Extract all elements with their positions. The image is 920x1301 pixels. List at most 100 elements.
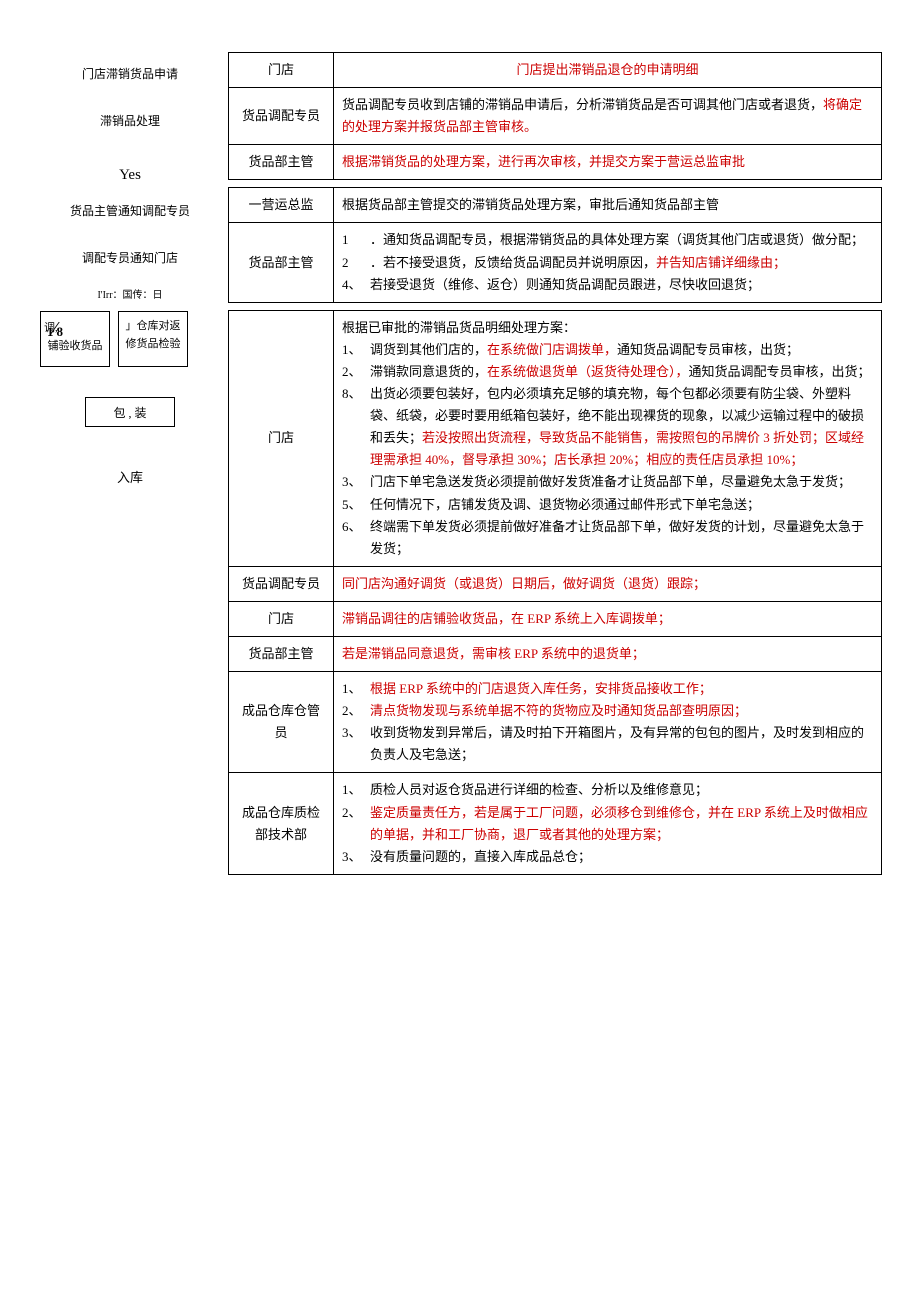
desc-cell: 同门店沟通好调货（或退货）日期后，做好调货（退货）跟踪； bbox=[334, 566, 882, 601]
text-segment: 若是滞销品同意退货，需审核 ERP 系统中的退货单； bbox=[342, 646, 645, 661]
list-number: 1 bbox=[342, 229, 370, 251]
list-number: 1、 bbox=[342, 779, 370, 801]
table-row: 一营运总监根据货品部主管提交的滞销货品处理方案，审批后通知货品部主管 bbox=[229, 188, 882, 223]
text-segment: 同门店沟通好调货（或退货）日期后，做好调货（退货）跟踪； bbox=[342, 576, 706, 591]
flow-small-text: I'Irr：国传：日 bbox=[40, 286, 220, 301]
role-cell: 货品调配专员 bbox=[229, 88, 334, 145]
list-number: 3、 bbox=[342, 471, 370, 493]
numbered-list: 1．通知货品调配专员，根据滞销货品的具体处理方案（调货其他门店或退货）做分配；2… bbox=[342, 229, 873, 295]
list-item: 3、没有质量问题的，直接入库成品总仓； bbox=[342, 846, 873, 868]
table-row: 货品部主管根据滞销货品的处理方案，进行再次审核，并提交方案于营运总监审批 bbox=[229, 145, 882, 180]
role-cell: 门店 bbox=[229, 601, 334, 636]
text-segment: 若没按照出货流程，导致货品不能销售，需按照包的吊牌价 3 折处罚；区域经理需承担… bbox=[370, 430, 864, 467]
list-item: 2、鉴定质量责任方，若是属于工厂问题，必须移仓到维修仓，并在 ERP 系统上及时… bbox=[342, 802, 873, 846]
table-gap-row bbox=[229, 302, 882, 310]
flow-step-2: 滞销品处理 bbox=[40, 112, 220, 129]
flow-step-4: 调配专员通知门店 bbox=[40, 249, 220, 266]
table-row: 门店滞销品调往的店铺验收货品，在 ERP 系统上入库调拨单； bbox=[229, 601, 882, 636]
list-text: 滞销款同意退货的，在系统做退货单（返货待处理仓），通知货品调配专员审核，出货； bbox=[370, 361, 873, 383]
text-segment: 质检人员对返仓货品进行详细的检查、分析以及维修意见； bbox=[370, 782, 708, 797]
list-text: 门店下单宅急送发货必须提前做好发货准备才让货品部下单，尽量避免太急于发货； bbox=[370, 471, 873, 493]
desc-cell: 门店提出滞销品退仓的申请明细 bbox=[334, 53, 882, 88]
list-item: 2、滞销款同意退货的，在系统做退货单（返货待处理仓），通知货品调配专员审核，出货… bbox=[342, 361, 873, 383]
flow-box-1: 1⁄8 调, 铺验收货品 bbox=[40, 311, 110, 367]
list-number: 8、 bbox=[342, 383, 370, 471]
list-number: 2、 bbox=[342, 802, 370, 846]
text-segment: 收到货物发到异常后，请及时拍下开箱图片，及有异常的包包的图片，及时发到相应的负责… bbox=[370, 725, 864, 762]
box2-line1: 」仓库对返 bbox=[122, 318, 184, 336]
text-segment: 根据 ERP 系统中的门店退货入库任务，安排货品接收工作； bbox=[370, 681, 712, 696]
list-number: 2、 bbox=[342, 361, 370, 383]
text-segment: 若接受退货（维修、返仓）则通知货品调配员跟进，尽快收回退货； bbox=[370, 277, 760, 292]
list-text: ．通知货品调配专员，根据滞销货品的具体处理方案（调货其他门店或退货）做分配； bbox=[370, 229, 873, 251]
list-item: 1、调货到其他们店的，在系统做门店调拨单，通知货品调配专员审核，出货； bbox=[342, 339, 873, 361]
role-cell: 货品调配专员 bbox=[229, 566, 334, 601]
text-segment: ．若不接受退货，反馈给货品调配员并说明原因， bbox=[370, 255, 656, 270]
desc-cell: 1、质检人员对返仓货品进行详细的检查、分析以及维修意见；2、鉴定质量责任方，若是… bbox=[334, 773, 882, 874]
flow-step-1: 门店滞销货品申请 bbox=[40, 65, 220, 82]
list-number: 2 bbox=[342, 252, 370, 274]
text-segment: 任何情况下，店铺发货及调、退货物必须通过邮件形式下单宅急送； bbox=[370, 497, 760, 512]
list-text: ．若不接受退货，反馈给货品调配员并说明原因，并告知店铺详细缘由； bbox=[370, 252, 873, 274]
list-item: 5、任何情况下，店铺发货及调、退货物必须通过邮件形式下单宅急送； bbox=[342, 494, 873, 516]
list-item: 1．通知货品调配专员，根据滞销货品的具体处理方案（调货其他门店或退货）做分配； bbox=[342, 229, 873, 251]
text-segment: 滞销款同意退货的， bbox=[370, 364, 487, 379]
desc-cell: 滞销品调往的店铺验收货品，在 ERP 系统上入库调拨单； bbox=[334, 601, 882, 636]
desc-cell: 1．通知货品调配专员，根据滞销货品的具体处理方案（调货其他门店或退货）做分配；2… bbox=[334, 223, 882, 302]
flow-last-step: 入库 bbox=[40, 467, 220, 486]
list-item: 3、收到货物发到异常后，请及时拍下开箱图片，及有异常的包包的图片，及时发到相应的… bbox=[342, 722, 873, 766]
fraction-label: 1⁄8 bbox=[47, 316, 63, 345]
text-segment: 清点货物发现与系统单据不符的货物应及时通知货品部查明原因； bbox=[370, 703, 747, 718]
table-row: 门店根据已审批的滞销品货品明细处理方案：1、调货到其他们店的，在系统做门店调拨单… bbox=[229, 310, 882, 566]
desc-cell: 根据货品部主管提交的滞销货品处理方案，审批后通知货品部主管 bbox=[334, 188, 882, 223]
process-table: 门店门店提出滞销品退仓的申请明细货品调配专员货品调配专员收到店铺的滞销品申请后，… bbox=[228, 52, 882, 875]
box2-line2: 修货品检验 bbox=[122, 336, 184, 354]
list-number: 2、 bbox=[342, 700, 370, 722]
list-item: 1、质检人员对返仓货品进行详细的检查、分析以及维修意见； bbox=[342, 779, 873, 801]
list-item: 2．若不接受退货，反馈给货品调配员并说明原因，并告知店铺详细缘由； bbox=[342, 252, 873, 274]
flow-step-3: 货品主管通知调配专员 bbox=[40, 202, 220, 219]
list-text: 鉴定质量责任方，若是属于工厂问题，必须移仓到维修仓，并在 ERP 系统上及时做相… bbox=[370, 802, 873, 846]
list-item: 2、清点货物发现与系统单据不符的货物应及时通知货品部查明原因； bbox=[342, 700, 873, 722]
text-segment: 通知货品调配专员审核，出货； bbox=[689, 364, 871, 379]
left-flow-column: 门店滞销货品申请 滞销品处理 Yes 货品主管通知调配专员 调配专员通知门店 I… bbox=[40, 65, 220, 486]
flow-yes-label: Yes bbox=[40, 167, 220, 184]
numbered-list: 1、根据 ERP 系统中的门店退货入库任务，安排货品接收工作；2、清点货物发现与… bbox=[342, 678, 873, 766]
text-segment: 在系统做门店调拨单， bbox=[487, 342, 617, 357]
pre-text: 根据已审批的滞销品货品明细处理方案： bbox=[342, 317, 873, 339]
text-segment: 根据货品部主管提交的滞销货品处理方案，审批后通知货品部主管 bbox=[342, 197, 719, 212]
role-cell: 门店 bbox=[229, 53, 334, 88]
table-row: 成品仓库质检部技术部1、质检人员对返仓货品进行详细的检查、分析以及维修意见；2、… bbox=[229, 773, 882, 874]
role-cell: 货品部主管 bbox=[229, 636, 334, 671]
table-row: 货品部主管若是滞销品同意退货，需审核 ERP 系统中的退货单； bbox=[229, 636, 882, 671]
list-text: 收到货物发到异常后，请及时拍下开箱图片，及有异常的包包的图片，及时发到相应的负责… bbox=[370, 722, 873, 766]
list-item: 8、出货必须要包装好，包内必须填充足够的填充物，每个包都必须要有防尘袋、外塑料袋… bbox=[342, 383, 873, 471]
text-segment: 货品调配专员收到店铺的滞销品申请后，分析滞销货品是否可调其他门店或者退货， bbox=[342, 97, 823, 112]
text-segment: 在系统做退货单（返货待处理仓）， bbox=[487, 364, 689, 379]
list-text: 任何情况下，店铺发货及调、退货物必须通过邮件形式下单宅急送； bbox=[370, 494, 873, 516]
text-segment: 门店下单宅急送发货必须提前做好发货准备才让货品部下单，尽量避免太急于发货； bbox=[370, 474, 851, 489]
table-row: 门店门店提出滞销品退仓的申请明细 bbox=[229, 53, 882, 88]
table-row: 货品调配专员货品调配专员收到店铺的滞销品申请后，分析滞销货品是否可调其他门店或者… bbox=[229, 88, 882, 145]
list-number: 5、 bbox=[342, 494, 370, 516]
list-item: 3、门店下单宅急送发货必须提前做好发货准备才让货品部下单，尽量避免太急于发货； bbox=[342, 471, 873, 493]
table-gap-row bbox=[229, 180, 882, 188]
list-item: 1、根据 ERP 系统中的门店退货入库任务，安排货品接收工作； bbox=[342, 678, 873, 700]
flow-boxes-row: 1⁄8 调, 铺验收货品 」仓库对返 修货品检验 bbox=[40, 311, 220, 367]
list-text: 清点货物发现与系统单据不符的货物应及时通知货品部查明原因； bbox=[370, 700, 873, 722]
list-number: 6、 bbox=[342, 516, 370, 560]
list-number: 3、 bbox=[342, 846, 370, 868]
list-text: 终端需下单发货必须提前做好准备才让货品部下单，做好发货的计划，尽量避免太急于发货… bbox=[370, 516, 873, 560]
list-text: 若接受退货（维修、返仓）则通知货品调配员跟进，尽快收回退货； bbox=[370, 274, 873, 296]
role-cell: 货品部主管 bbox=[229, 223, 334, 302]
role-cell: 成品仓库仓管员 bbox=[229, 672, 334, 773]
list-text: 调货到其他们店的，在系统做门店调拨单，通知货品调配专员审核，出货； bbox=[370, 339, 873, 361]
desc-cell: 若是滞销品同意退货，需审核 ERP 系统中的退货单； bbox=[334, 636, 882, 671]
table-row: 货品调配专员同门店沟通好调货（或退货）日期后，做好调货（退货）跟踪； bbox=[229, 566, 882, 601]
list-text: 根据 ERP 系统中的门店退货入库任务，安排货品接收工作； bbox=[370, 678, 873, 700]
list-number: 4、 bbox=[342, 274, 370, 296]
desc-cell: 货品调配专员收到店铺的滞销品申请后，分析滞销货品是否可调其他门店或者退货，将确定… bbox=[334, 88, 882, 145]
list-text: 出货必须要包装好，包内必须填充足够的填充物，每个包都必须要有防尘袋、外塑料袋、纸… bbox=[370, 383, 873, 471]
role-cell: 成品仓库质检部技术部 bbox=[229, 773, 334, 874]
text-segment: 并告知店铺详细缘由； bbox=[656, 255, 786, 270]
